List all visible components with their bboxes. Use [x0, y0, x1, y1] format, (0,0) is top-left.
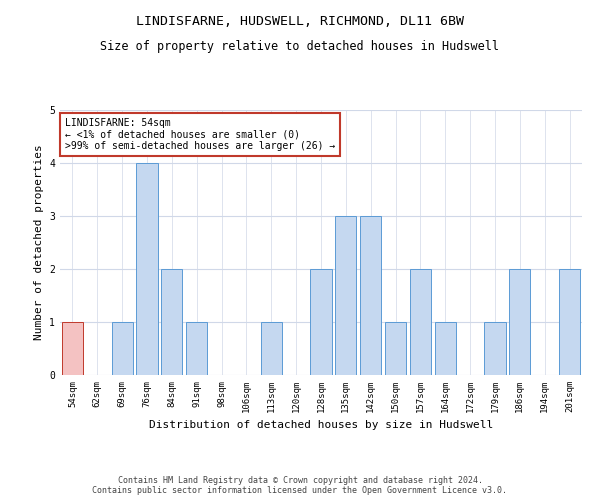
Bar: [161, 269, 182, 375]
Bar: [62, 322, 83, 375]
X-axis label: Distribution of detached houses by size in Hudswell: Distribution of detached houses by size …: [149, 420, 493, 430]
Bar: [435, 322, 456, 375]
Bar: [385, 322, 406, 375]
Bar: [559, 269, 580, 375]
Text: Contains HM Land Registry data © Crown copyright and database right 2024.
Contai: Contains HM Land Registry data © Crown c…: [92, 476, 508, 495]
Bar: [186, 322, 207, 375]
Bar: [509, 269, 530, 375]
Bar: [484, 322, 506, 375]
Text: LINDISFARNE, HUDSWELL, RICHMOND, DL11 6BW: LINDISFARNE, HUDSWELL, RICHMOND, DL11 6B…: [136, 15, 464, 28]
Bar: [261, 322, 282, 375]
Bar: [335, 216, 356, 375]
Bar: [310, 269, 332, 375]
Bar: [410, 269, 431, 375]
Text: LINDISFARNE: 54sqm
← <1% of detached houses are smaller (0)
>99% of semi-detache: LINDISFARNE: 54sqm ← <1% of detached hou…: [65, 118, 335, 151]
Bar: [360, 216, 381, 375]
Bar: [112, 322, 133, 375]
Y-axis label: Number of detached properties: Number of detached properties: [34, 144, 44, 340]
Text: Size of property relative to detached houses in Hudswell: Size of property relative to detached ho…: [101, 40, 499, 53]
Bar: [136, 163, 158, 375]
